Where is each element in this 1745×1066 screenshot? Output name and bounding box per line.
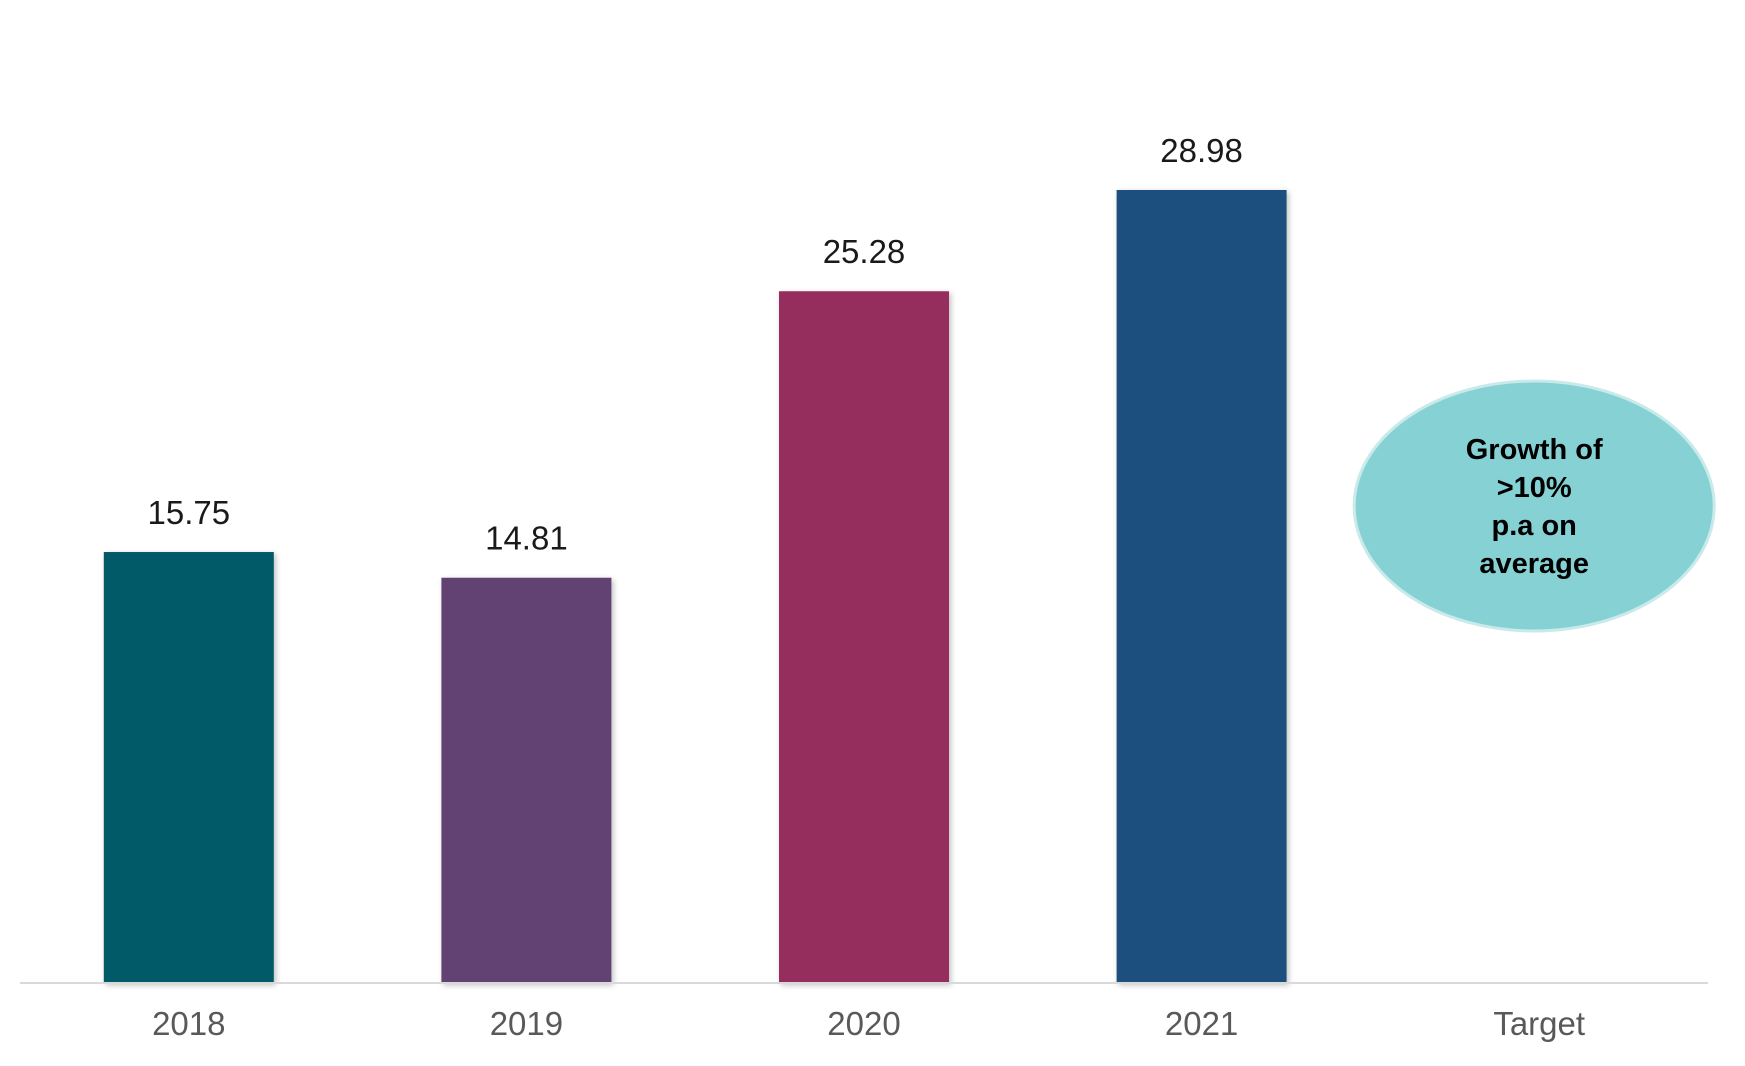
x-tick-label-target: Target bbox=[1493, 1005, 1585, 1042]
callout-ellipse bbox=[1352, 379, 1716, 633]
x-tick-label-2019: 2019 bbox=[490, 1005, 563, 1042]
value-labels-layer: 15.75 14.81 25.28 28.98 bbox=[148, 132, 1243, 557]
x-tick-label-2020: 2020 bbox=[827, 1005, 900, 1042]
target-callout: Growth of >10% p.a on average bbox=[1352, 379, 1716, 633]
x-axis-tick-labels: 2018 2019 2020 2021 Target bbox=[152, 1005, 1585, 1042]
callout-text-line: p.a on bbox=[1492, 510, 1577, 542]
callout-text-line: Growth of bbox=[1466, 434, 1603, 466]
bar-2018 bbox=[103, 552, 274, 983]
bar-2021 bbox=[1116, 190, 1287, 983]
value-label-2019: 14.81 bbox=[485, 520, 568, 557]
bars-layer bbox=[103, 190, 1287, 983]
bar-2020 bbox=[779, 291, 949, 983]
callout-text-line: >10% bbox=[1497, 472, 1572, 504]
x-tick-label-2018: 2018 bbox=[152, 1005, 225, 1042]
value-label-2021: 28.98 bbox=[1160, 132, 1243, 169]
callout-text-line: average bbox=[1479, 548, 1589, 580]
value-label-2020: 25.28 bbox=[823, 233, 906, 270]
bar-2019 bbox=[441, 577, 612, 983]
x-tick-label-2021: 2021 bbox=[1165, 1005, 1238, 1042]
value-label-2018: 15.75 bbox=[148, 494, 231, 531]
